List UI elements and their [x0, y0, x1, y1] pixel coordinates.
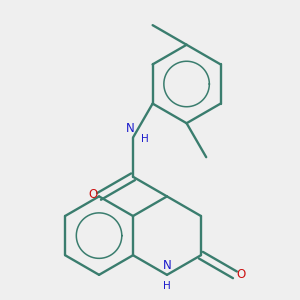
Text: N: N	[126, 122, 134, 135]
Text: O: O	[236, 268, 246, 281]
Text: N: N	[163, 260, 171, 272]
Text: O: O	[88, 188, 98, 201]
Text: H: H	[141, 134, 149, 144]
Text: H: H	[163, 281, 171, 291]
